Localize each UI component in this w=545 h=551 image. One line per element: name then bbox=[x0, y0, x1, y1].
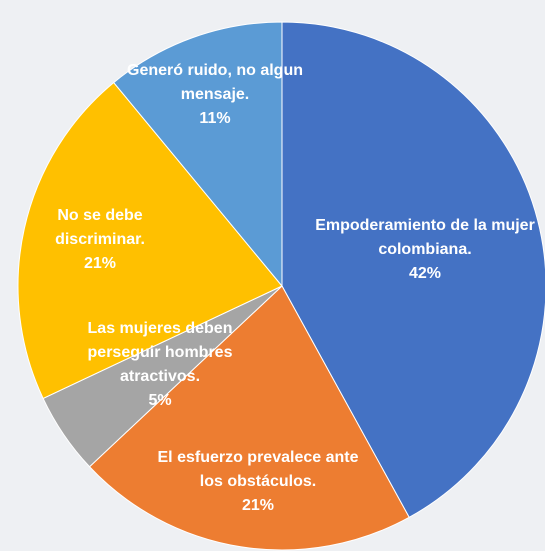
category-label: Las mujeres deben perseguir hombres atra… bbox=[87, 320, 233, 385]
pie-slice bbox=[113, 21, 283, 288]
category-label: Generó ruido, no algun mensaje. bbox=[127, 62, 303, 103]
pie-slice bbox=[88, 285, 410, 551]
pie-slice bbox=[281, 21, 545, 519]
slice-label: Las mujeres deben perseguir hombres atra… bbox=[55, 317, 265, 413]
pie-slice bbox=[17, 81, 283, 400]
category-label: Empoderamiento de la mujer colombiana. bbox=[315, 217, 535, 258]
value-label: 21% bbox=[83, 255, 117, 272]
category-label: El esfuerzo prevalece ante los obstáculo… bbox=[157, 449, 359, 490]
slice-label: Generó ruido, no algun mensaje. 11% bbox=[120, 59, 310, 131]
category-label: No se debe discriminar. bbox=[55, 207, 145, 248]
value-label: 11% bbox=[199, 110, 231, 127]
slice-label: No se debe discriminar. 21% bbox=[25, 204, 175, 276]
value-label: 5% bbox=[148, 392, 172, 409]
value-label: 21% bbox=[241, 497, 275, 514]
slice-label: El esfuerzo prevalece ante los obstáculo… bbox=[148, 446, 368, 518]
slice-label: Empoderamiento de la mujer colombiana. 42… bbox=[310, 214, 540, 286]
value-label: 42% bbox=[408, 265, 442, 282]
